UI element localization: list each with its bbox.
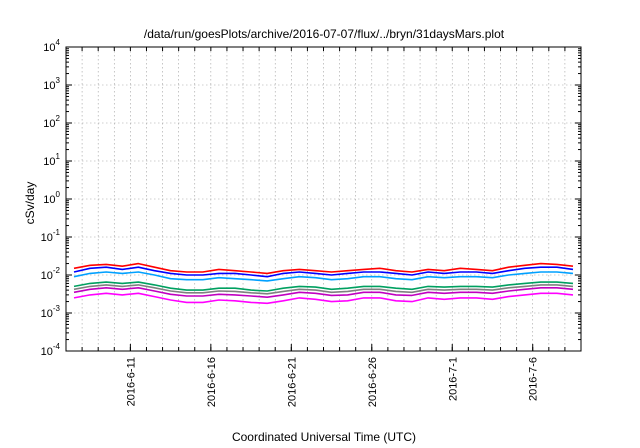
series-line [73,281,574,292]
axis-ticks: 10-4 10-3 10-2 10-1 100 101 102 103 104 2016-6-11… [41,38,581,407]
y-tick-label: 101 [43,152,60,168]
grid-lines [66,47,581,351]
y-tick-label: 104 [43,38,60,54]
y-tick-label: 102 [43,114,60,130]
y-tick-label: 10-4 [41,342,61,358]
series-line [73,262,574,275]
y-axis-label: cSv/day [23,182,37,225]
chart-title: /data/run/goesPlots/archive/2016-07-07/f… [144,27,505,41]
x-axis-label: Coordinated Universal Time (UTC) [232,430,416,444]
x-tick-label: 2016-6-21 [286,357,298,407]
y-tick-label: 10-2 [41,266,61,282]
x-tick-label: 2016-6-26 [367,357,379,407]
y-tick-label: 103 [43,76,60,92]
x-tick-label: 2016-7-6 [528,357,540,401]
y-tick-label: 10-3 [41,304,61,320]
series-line [73,286,574,299]
x-tick-label: 2016-7-1 [447,357,459,401]
series-line [73,284,574,295]
y-tick-label: 100 [43,190,60,206]
plot-frame [65,46,582,352]
y-tick-label: 10-1 [41,228,61,244]
x-tick-label: 2016-6-16 [206,357,218,407]
series-line [73,266,574,278]
series-line [73,271,574,282]
x-tick-label: 2016-6-11 [125,357,137,406]
series-line [73,292,574,305]
series-group [73,262,574,305]
